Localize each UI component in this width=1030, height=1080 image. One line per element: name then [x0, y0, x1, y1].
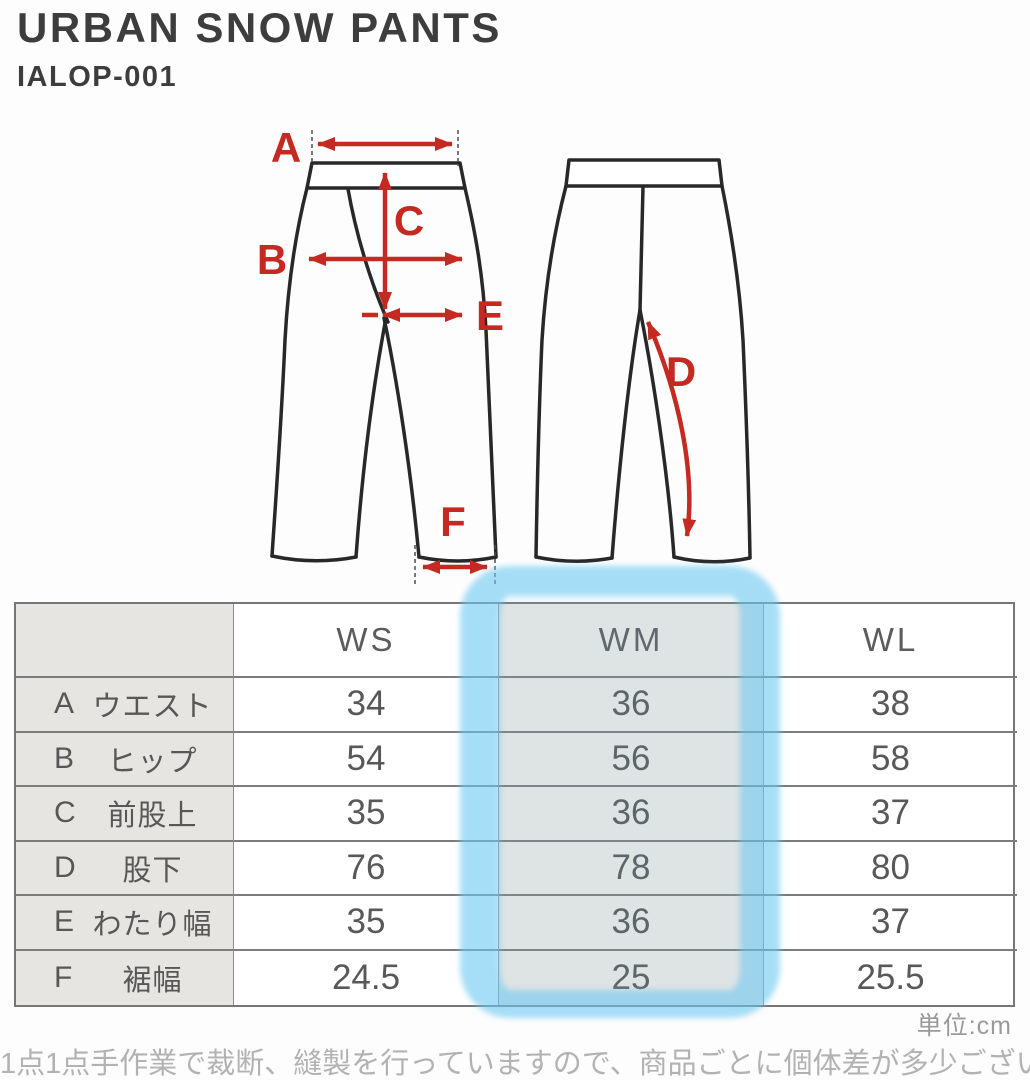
- pants-back-outline: [534, 158, 752, 564]
- cell-thigh-wm: 36: [499, 896, 764, 951]
- header: URBAN SNOW PANTS IALOP-001: [17, 4, 502, 94]
- pants-front-outline: [270, 161, 498, 563]
- product-model-code: IALOP-001: [17, 61, 178, 94]
- row-label-hem-width: F 裾幅: [16, 950, 234, 1005]
- cell-front-rise-ws: 35: [234, 787, 499, 842]
- cell-waist-ws: 34: [234, 678, 499, 733]
- row-name-inseam: 股下: [122, 854, 183, 887]
- col-header-wm: WM: [499, 604, 764, 678]
- cell-hip-wm: 56: [499, 732, 764, 787]
- col-header-wl: WL: [764, 604, 1017, 678]
- measure-label-c: C: [394, 197, 424, 244]
- cell-front-rise-wm: 36: [499, 787, 764, 842]
- row-label-front-rise: C 前股上: [16, 787, 234, 842]
- row-name-thigh-width: わたり幅: [92, 909, 213, 942]
- row-key-e: E: [54, 905, 75, 939]
- unit-note: 単位:cm: [916, 1012, 1012, 1040]
- row-name-hip: ヒップ: [107, 745, 198, 778]
- cell-hem-ws: 24.5: [234, 950, 499, 1005]
- row-label-inseam: D 股下: [16, 841, 234, 896]
- cell-thigh-ws: 35: [234, 896, 499, 951]
- table-corner-cell: [16, 604, 234, 678]
- row-name-waist: ウエスト: [92, 691, 213, 724]
- cell-inseam-wl: 80: [764, 842, 1017, 896]
- row-name-hem-width: 裾幅: [122, 964, 183, 997]
- product-title: URBAN SNOW PANTS: [17, 4, 502, 51]
- row-key-b: B: [54, 741, 75, 775]
- cell-front-rise-wl: 37: [764, 787, 1017, 842]
- cell-inseam-wm: 78: [499, 841, 764, 896]
- measure-label-a: A: [271, 124, 301, 171]
- size-table: WS WM WL A ウエスト 34 36 38 B ヒップ 54 56 58 …: [14, 602, 1017, 1007]
- cell-thigh-wl: 37: [764, 896, 1017, 951]
- measure-guides: [311, 130, 496, 586]
- cell-inseam-ws: 76: [234, 841, 499, 896]
- row-key-a: A: [54, 687, 75, 721]
- arrow-d-inseam: [645, 321, 697, 537]
- handmade-disclaimer-note: 1点1点手作業で裁断、縫製を行っていますので、商品ごとに個体差が多少ございます: [0, 1048, 1030, 1080]
- measure-label-e: E: [476, 292, 504, 339]
- row-label-hip: B ヒップ: [16, 732, 234, 787]
- measure-label-d: D: [666, 348, 696, 395]
- row-key-d: D: [54, 850, 76, 884]
- row-name-front-rise: 前股上: [107, 800, 198, 833]
- cell-hip-ws: 54: [234, 732, 499, 787]
- measure-label-f: F: [440, 498, 466, 545]
- row-key-f: F: [54, 960, 73, 994]
- cell-waist-wl: 38: [764, 678, 1017, 733]
- cell-hip-wl: 58: [764, 733, 1017, 787]
- row-label-waist: A ウエスト: [16, 678, 234, 733]
- measure-arrows: [308, 137, 697, 574]
- pants-measurement-diagram: A B C D E F: [257, 124, 752, 586]
- col-header-ws: WS: [234, 604, 499, 678]
- row-key-c: C: [54, 796, 76, 830]
- cell-hem-wm: 25: [499, 950, 764, 1005]
- measure-label-b: B: [257, 236, 287, 283]
- row-label-thigh-width: E わたり幅: [16, 896, 234, 951]
- cell-hem-wl: 25.5: [856, 957, 925, 997]
- cell-waist-wm: 36: [499, 678, 764, 733]
